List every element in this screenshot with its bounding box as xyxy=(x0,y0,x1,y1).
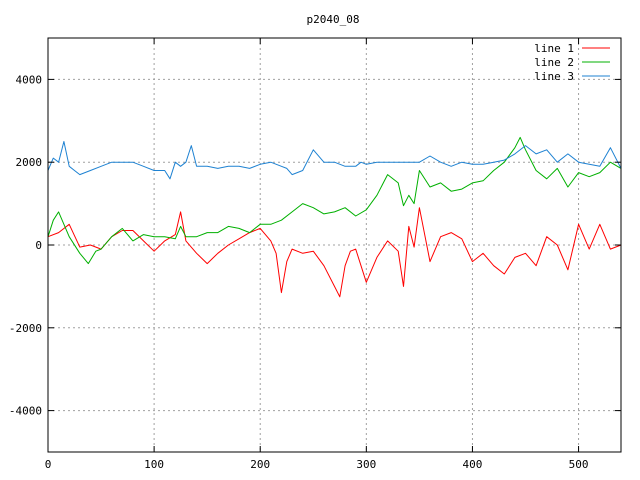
x-tick-label: 0 xyxy=(45,458,52,471)
y-tick-label: -2000 xyxy=(9,322,42,335)
y-tick-label: -4000 xyxy=(9,405,42,418)
x-axis: 0 100 200 300 400 500 xyxy=(45,38,589,471)
y-tick-label: 4000 xyxy=(16,73,43,86)
y-tick-label: 2000 xyxy=(16,156,43,169)
y-tick-label: 0 xyxy=(35,239,42,252)
legend-label-3: line 3 xyxy=(534,70,574,83)
x-tick-label: 400 xyxy=(463,458,483,471)
x-tick-label: 100 xyxy=(144,458,164,471)
series-line-2 xyxy=(47,136,622,265)
series-line-1 xyxy=(47,207,622,298)
grid xyxy=(48,38,621,452)
x-tick-label: 200 xyxy=(250,458,270,471)
legend-label-1: line 1 xyxy=(534,42,574,55)
series-layer xyxy=(47,136,622,298)
chart-title: p2040_08 xyxy=(307,13,360,26)
y-axis: -4000 -2000 0 2000 4000 xyxy=(9,73,621,418)
legend-label-2: line 2 xyxy=(534,56,574,69)
x-tick-label: 500 xyxy=(569,458,589,471)
series-line-3 xyxy=(47,141,622,180)
x-tick-label: 300 xyxy=(356,458,376,471)
